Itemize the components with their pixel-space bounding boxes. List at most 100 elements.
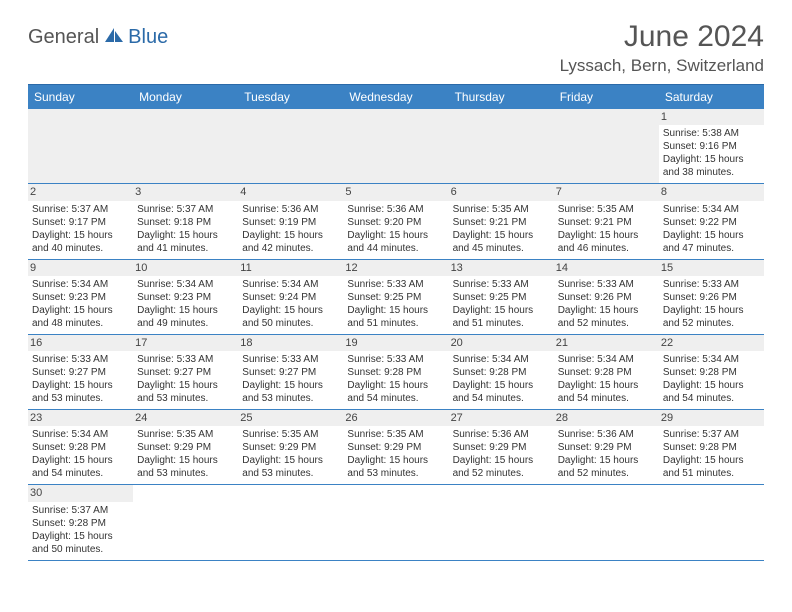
- daylight-text: Daylight: 15 hours and 51 minutes.: [663, 454, 760, 480]
- calendar-cell: 10Sunrise: 5:34 AMSunset: 9:23 PMDayligh…: [133, 259, 238, 334]
- sunrise-text: Sunrise: 5:37 AM: [663, 428, 760, 441]
- sunrise-text: Sunrise: 5:33 AM: [453, 278, 550, 291]
- sunset-text: Sunset: 9:29 PM: [137, 441, 234, 454]
- day-number: 14: [554, 260, 659, 276]
- sunrise-text: Sunrise: 5:33 AM: [663, 278, 760, 291]
- day-number: 3: [133, 184, 238, 200]
- daylight-text: Daylight: 15 hours and 53 minutes.: [242, 379, 339, 405]
- calendar-cell-empty: [554, 485, 659, 560]
- sunset-text: Sunset: 9:26 PM: [663, 291, 760, 304]
- sunrise-text: Sunrise: 5:35 AM: [242, 428, 339, 441]
- calendar-cell-empty: [343, 485, 448, 560]
- sunset-text: Sunset: 9:23 PM: [32, 291, 129, 304]
- day-number: 29: [659, 410, 764, 426]
- day-number: 13: [449, 260, 554, 276]
- calendar-row: 30Sunrise: 5:37 AMSunset: 9:28 PMDayligh…: [28, 485, 764, 560]
- day-number: 12: [343, 260, 448, 276]
- sunrise-text: Sunrise: 5:35 AM: [453, 203, 550, 216]
- calendar-cell: 19Sunrise: 5:33 AMSunset: 9:28 PMDayligh…: [343, 334, 448, 409]
- calendar-cell: 24Sunrise: 5:35 AMSunset: 9:29 PMDayligh…: [133, 410, 238, 485]
- sunset-text: Sunset: 9:28 PM: [663, 441, 760, 454]
- calendar-table: Sunday Monday Tuesday Wednesday Thursday…: [28, 85, 764, 561]
- calendar-cell: 14Sunrise: 5:33 AMSunset: 9:26 PMDayligh…: [554, 259, 659, 334]
- day-number: 16: [28, 335, 133, 351]
- weekday-header-row: Sunday Monday Tuesday Wednesday Thursday…: [28, 85, 764, 109]
- calendar-cell-empty: [133, 485, 238, 560]
- sunset-text: Sunset: 9:29 PM: [558, 441, 655, 454]
- weekday-header: Tuesday: [238, 85, 343, 109]
- calendar-cell: 29 Sunrise: 5:37 AMSunset: 9:28 PMDayligh…: [659, 410, 764, 485]
- calendar-cell: 8Sunrise: 5:34 AMSunset: 9:22 PMDaylight…: [659, 184, 764, 259]
- daylight-text: Daylight: 15 hours and 47 minutes.: [663, 229, 760, 255]
- sunrise-text: Sunrise: 5:33 AM: [32, 353, 129, 366]
- daylight-text: Daylight: 15 hours and 50 minutes.: [242, 304, 339, 330]
- daylight-text: Daylight: 15 hours and 53 minutes.: [32, 379, 129, 405]
- day-number: 11: [238, 260, 343, 276]
- location-text: Lyssach, Bern, Switzerland: [560, 56, 764, 76]
- day-number: 21: [554, 335, 659, 351]
- calendar-cell: 18Sunrise: 5:33 AMSunset: 9:27 PMDayligh…: [238, 334, 343, 409]
- sail-icon: [103, 26, 125, 49]
- calendar-cell: 3Sunrise: 5:37 AMSunset: 9:18 PMDaylight…: [133, 184, 238, 259]
- sunrise-text: Sunrise: 5:37 AM: [137, 203, 234, 216]
- sunrise-text: Sunrise: 5:37 AM: [32, 203, 129, 216]
- sunrise-text: Sunrise: 5:36 AM: [453, 428, 550, 441]
- sunrise-text: Sunrise: 5:34 AM: [137, 278, 234, 291]
- weekday-header: Saturday: [659, 85, 764, 109]
- day-number: 17: [133, 335, 238, 351]
- daylight-text: Daylight: 15 hours and 54 minutes.: [453, 379, 550, 405]
- daylight-text: Daylight: 15 hours and 54 minutes.: [32, 454, 129, 480]
- calendar-cell: 16Sunrise: 5:33 AMSunset: 9:27 PMDayligh…: [28, 334, 133, 409]
- calendar-row: 2Sunrise: 5:37 AMSunset: 9:17 PMDaylight…: [28, 184, 764, 259]
- calendar-cell-empty: [28, 109, 133, 184]
- sunrise-text: Sunrise: 5:33 AM: [242, 353, 339, 366]
- sunset-text: Sunset: 9:28 PM: [558, 366, 655, 379]
- daylight-text: Daylight: 15 hours and 53 minutes.: [242, 454, 339, 480]
- calendar-cell: 5Sunrise: 5:36 AMSunset: 9:20 PMDaylight…: [343, 184, 448, 259]
- calendar-cell: 23Sunrise: 5:34 AMSunset: 9:28 PMDayligh…: [28, 410, 133, 485]
- sunset-text: Sunset: 9:25 PM: [347, 291, 444, 304]
- sunset-text: Sunset: 9:27 PM: [137, 366, 234, 379]
- day-number: 4: [238, 184, 343, 200]
- sunset-text: Sunset: 9:28 PM: [32, 517, 129, 530]
- sunset-text: Sunset: 9:28 PM: [663, 366, 760, 379]
- day-number: 7: [554, 184, 659, 200]
- day-number: 18: [238, 335, 343, 351]
- calendar-cell: 30Sunrise: 5:37 AMSunset: 9:28 PMDayligh…: [28, 485, 133, 560]
- month-title: June 2024: [560, 20, 764, 54]
- sunrise-text: Sunrise: 5:35 AM: [347, 428, 444, 441]
- sunset-text: Sunset: 9:28 PM: [32, 441, 129, 454]
- sunset-text: Sunset: 9:24 PM: [242, 291, 339, 304]
- calendar-cell: 25Sunrise: 5:35 AMSunset: 9:29 PMDayligh…: [238, 410, 343, 485]
- daylight-text: Daylight: 15 hours and 51 minutes.: [453, 304, 550, 330]
- calendar-cell-empty: [449, 109, 554, 184]
- day-number: 6: [449, 184, 554, 200]
- daylight-text: Daylight: 15 hours and 50 minutes.: [32, 530, 129, 556]
- day-number: 24: [133, 410, 238, 426]
- sunrise-text: Sunrise: 5:34 AM: [32, 278, 129, 291]
- sunrise-text: Sunrise: 5:34 AM: [663, 353, 760, 366]
- sunrise-text: Sunrise: 5:35 AM: [558, 203, 655, 216]
- daylight-text: Daylight: 15 hours and 52 minutes.: [453, 454, 550, 480]
- sunrise-text: Sunrise: 5:34 AM: [32, 428, 129, 441]
- sunrise-text: Sunrise: 5:33 AM: [347, 353, 444, 366]
- page-header: General Blue June 2024 Lyssach, Bern, Sw…: [28, 20, 764, 76]
- sunrise-text: Sunrise: 5:36 AM: [242, 203, 339, 216]
- daylight-text: Daylight: 15 hours and 41 minutes.: [137, 229, 234, 255]
- sunrise-text: Sunrise: 5:36 AM: [558, 428, 655, 441]
- calendar-cell-empty: [554, 109, 659, 184]
- calendar-cell-empty: [238, 109, 343, 184]
- day-number: 15: [659, 260, 764, 276]
- daylight-text: Daylight: 15 hours and 52 minutes.: [558, 304, 655, 330]
- weekday-header: Wednesday: [343, 85, 448, 109]
- sunrise-text: Sunrise: 5:36 AM: [347, 203, 444, 216]
- calendar-cell: 20Sunrise: 5:34 AMSunset: 9:28 PMDayligh…: [449, 334, 554, 409]
- weekday-header: Friday: [554, 85, 659, 109]
- daylight-text: Daylight: 15 hours and 53 minutes.: [137, 379, 234, 405]
- sunset-text: Sunset: 9:28 PM: [347, 366, 444, 379]
- calendar-cell: 17Sunrise: 5:33 AMSunset: 9:27 PMDayligh…: [133, 334, 238, 409]
- daylight-text: Daylight: 15 hours and 54 minutes.: [347, 379, 444, 405]
- calendar-row: 16Sunrise: 5:33 AMSunset: 9:27 PMDayligh…: [28, 334, 764, 409]
- day-number: 20: [449, 335, 554, 351]
- sunset-text: Sunset: 9:23 PM: [137, 291, 234, 304]
